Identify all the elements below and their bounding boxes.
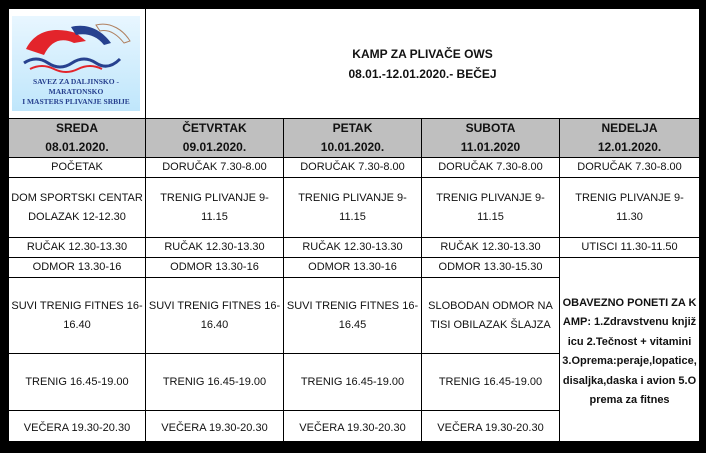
day-name: PETAK (332, 121, 373, 135)
schedule-cell: ODMOR 13.30-16 (145, 257, 284, 278)
schedule-cell: VEČERA 19.30-20.30 (283, 410, 422, 447)
logo-cell: SAVEZ ZA DALJINSKO - MARATONSKO I MASTER… (8, 8, 146, 119)
schedule-cell: TRENIG 16.45-19.00 (421, 353, 560, 411)
schedule-cell: DORUČAK 7.30-8.00 (145, 157, 284, 178)
schedule-cell: SUVI TRENIG FITNES 16-16.40 (145, 277, 284, 354)
page-subtitle: 08.01.-12.01.2020.- BEČEJ (348, 66, 497, 81)
schedule-cell: TRENIG PLIVANJE 9-11.15 (145, 177, 284, 238)
day-name: ČETVRTAK (182, 121, 247, 135)
schedule-cell: TRENIG PLIVANJE 9-11.30 (558, 177, 701, 238)
schedule-cell: VEČERA 19.30-20.30 (8, 410, 146, 447)
schedule-cell: ODMOR 13.30-16 (283, 257, 422, 278)
schedule-cell: SLOBODAN ODMOR NA TISI OBILAZAK ŠLAJZA (421, 277, 560, 354)
schedule-cell: DORUČAK 7.30-8.00 (558, 157, 701, 178)
schedule-cell: DOM SPORTSKI CENTAR DOLAZAK 12-12.30 (8, 177, 146, 238)
day-name: NEDELJA (601, 121, 658, 135)
camp-checklist: OBAVEZNO PONETI ZA KAMP: 1.Zdravstvenu k… (558, 257, 701, 447)
day-header: ČETVRTAK 09.01.2020. (145, 118, 284, 158)
schedule-cell: VEČERA 19.30-20.30 (421, 410, 560, 447)
schedule-table: SAVEZ ZA DALJINSKO - MARATONSKO I MASTER… (8, 8, 701, 447)
logo-text-line2: I MASTERS PLIVANJE SRBIJE (22, 97, 130, 106)
day-name: SUBOTA (465, 121, 516, 135)
federation-logo: SAVEZ ZA DALJINSKO - MARATONSKO I MASTER… (12, 16, 140, 111)
logo-text-line1: SAVEZ ZA DALJINSKO - MARATONSKO (33, 77, 119, 96)
page-title: KAMP ZA PLIVAČE OWS (352, 46, 493, 61)
schedule-cell: ODMOR 13.30-15.30 (421, 257, 560, 278)
schedule-row: VEČERA 19.30-20.30 VEČERA 19.30-20.30 VEČE… (8, 410, 700, 447)
swimmer-logo-icon (23, 23, 131, 73)
schedule-row: DOM SPORTSKI CENTAR DOLAZAK 12-12.30 TREN… (8, 177, 701, 238)
logo-text: SAVEZ ZA DALJINSKO - MARATONSKO I MASTER… (12, 77, 140, 111)
schedule-cell: VEČERA 19.30-20.30 (145, 410, 284, 447)
schedule-cell: TRENIG PLIVANJE 9-11.15 (421, 177, 560, 238)
schedule-cell: ODMOR 13.30-16 (8, 257, 146, 278)
day-date: 08.01.2020. (45, 140, 109, 154)
schedule-row: SUVI TRENIG FITNES 16-16.40 SUVI TRENIG F… (8, 277, 700, 354)
day-header-row: SREDA 08.01.2020. ČETVRTAK 09.01.2020. PETAK… (8, 118, 701, 158)
schedule-cell: TRENIG 16.45-19.00 (283, 353, 422, 411)
schedule-row: POČETAK DORUČAK 7.30-8.00 DORUČAK 7.30-8.0… (8, 157, 701, 178)
day-name: SREDA (55, 121, 98, 135)
schedule-cell: TRENIG PLIVANJE 9-11.15 (283, 177, 422, 238)
day-header: PETAK 10.01.2020. (283, 118, 422, 158)
day-header: NEDELJA 12.01.2020. (558, 118, 701, 158)
schedule-row: TRENIG 16.45-19.00 TRENIG 16.45-19.00 TREN… (8, 353, 700, 411)
schedule-cell: RUČAK 12.30-13.30 (8, 237, 146, 258)
day-date: 11.01.2020 (460, 140, 521, 154)
schedule-cell: DORUČAK 7.30-8.00 (283, 157, 422, 178)
day-date: 09.01.2020. (182, 140, 247, 154)
schedule-sheet: SAVEZ ZA DALJINSKO - MARATONSKO I MASTER… (8, 8, 701, 447)
schedule-cell: TRENIG 16.45-19.00 (8, 353, 146, 411)
schedule-cell: UTISCI 11.30-11.50 (558, 237, 701, 258)
schedule-cell: RUČAK 12.30-13.30 (283, 237, 422, 258)
day-date: 12.01.2020. (597, 140, 662, 154)
schedule-cell: POČETAK (8, 157, 146, 178)
schedule-cell: DORUČAK 7.30-8.00 (421, 157, 560, 178)
schedule-row: RUČAK 12.30-13.30 RUČAK 12.30-13.30 RUČAK … (8, 237, 701, 258)
schedule-cell: SUVI TRENIG FITNES 16-16.40 (8, 277, 146, 354)
day-date: 10.01.2020. (320, 140, 385, 154)
title-cell: KAMP ZA PLIVAČE OWS 08.01.-12.01.2020.- … (144, 8, 701, 119)
schedule-cell: SUVI TRENIG FITNES 16-16.45 (283, 277, 422, 354)
schedule-cell: RUČAK 12.30-13.30 (421, 237, 560, 258)
schedule-cell: RUČAK 12.30-13.30 (145, 237, 284, 258)
schedule-row: ODMOR 13.30-16 ODMOR 13.30-16 ODMOR 13.30-… (8, 257, 701, 447)
day-header: SREDA 08.01.2020. (8, 118, 146, 158)
schedule-cell: TRENIG 16.45-19.00 (145, 353, 284, 411)
day-header: SUBOTA 11.01.2020 (421, 118, 560, 158)
